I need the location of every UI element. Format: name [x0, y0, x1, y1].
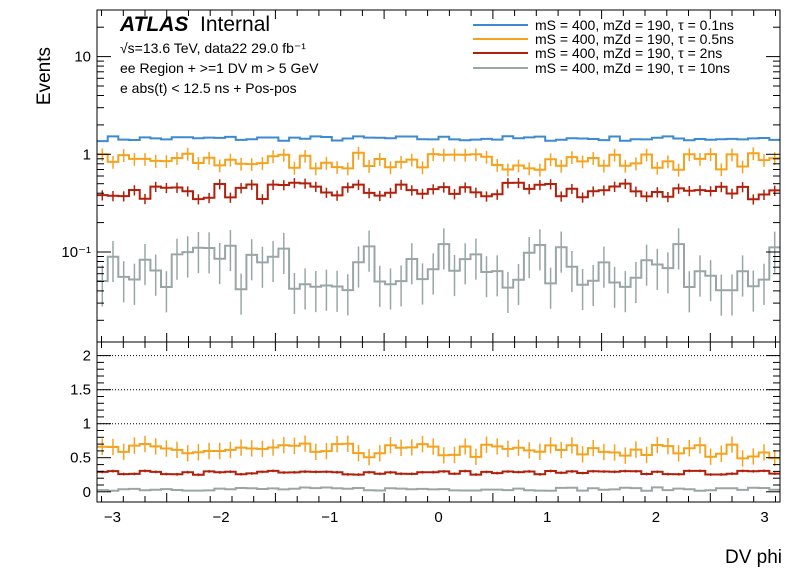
- legend-entry-tau-2: mS = 400, mZd = 190, τ = 2ns: [535, 45, 722, 61]
- x-tick-label: −2: [213, 509, 230, 526]
- upper-panel: 10⁻¹ 1 10: [61, 9, 781, 343]
- legend-entry-tau-0p5: mS = 400, mZd = 190, τ = 0.5ns: [535, 31, 734, 47]
- y-tick-label: 10: [74, 49, 91, 66]
- region-label: ee Region + >=1 DV m > 5 GeV: [120, 60, 319, 76]
- series-tau-0p1-histogram: [97, 135, 780, 143]
- legend: mS = 400, mZd = 190, τ = 0.1ns mS = 400,…: [473, 17, 734, 76]
- series-tau-10-histogram: [97, 243, 780, 292]
- x-tick-label: −3: [104, 509, 121, 526]
- legend-entry-tau-0p1: mS = 400, mZd = 190, τ = 0.1ns: [535, 17, 734, 33]
- series-tau-2-histogram: [97, 181, 780, 201]
- ratio-tau-0p5-histogram: [97, 442, 780, 460]
- y-tick-label: 10⁻¹: [61, 244, 91, 261]
- ratio-tau-10-histogram: [97, 486, 780, 492]
- atlas-label: ATLAS: [119, 13, 188, 36]
- x-tick-label: −1: [321, 509, 338, 526]
- ratio-y-tick-label: 1.5: [70, 382, 91, 399]
- ratio-y-tick-label: 0.5: [70, 450, 91, 467]
- series-tau-0p5-histogram: [97, 151, 780, 171]
- ratio-y-tick-label: 1: [83, 416, 91, 433]
- x-tick-label: 1: [543, 509, 551, 526]
- ratio-y-tick-label: 0: [83, 484, 91, 501]
- internal-label: Internal: [200, 13, 270, 36]
- x-tick-label: 3: [760, 509, 768, 526]
- energy-lumi-label: √s=13.6 TeV, data22 29.0 fb⁻¹: [120, 40, 306, 56]
- x-tick-label: 2: [652, 509, 660, 526]
- y-tick-label: 1: [83, 146, 91, 163]
- ratio-y-tick-label: 2: [83, 348, 91, 365]
- x-axis-title: DV phi: [725, 547, 782, 568]
- legend-entry-tau-10: mS = 400, mZd = 190, τ = 10ns: [535, 60, 730, 76]
- lower-frame: [96, 341, 781, 503]
- lower-panel: 0 0.5 1 1.5 2 −3 −2 −1 0 1 2 3: [70, 341, 781, 526]
- ratio-tau-2-histogram: [97, 469, 780, 476]
- x-tick-label: 0: [434, 509, 442, 526]
- y-axis-title: Events: [34, 47, 55, 105]
- cut-label: e abs(t) < 12.5 ns + Pos-pos: [120, 80, 297, 96]
